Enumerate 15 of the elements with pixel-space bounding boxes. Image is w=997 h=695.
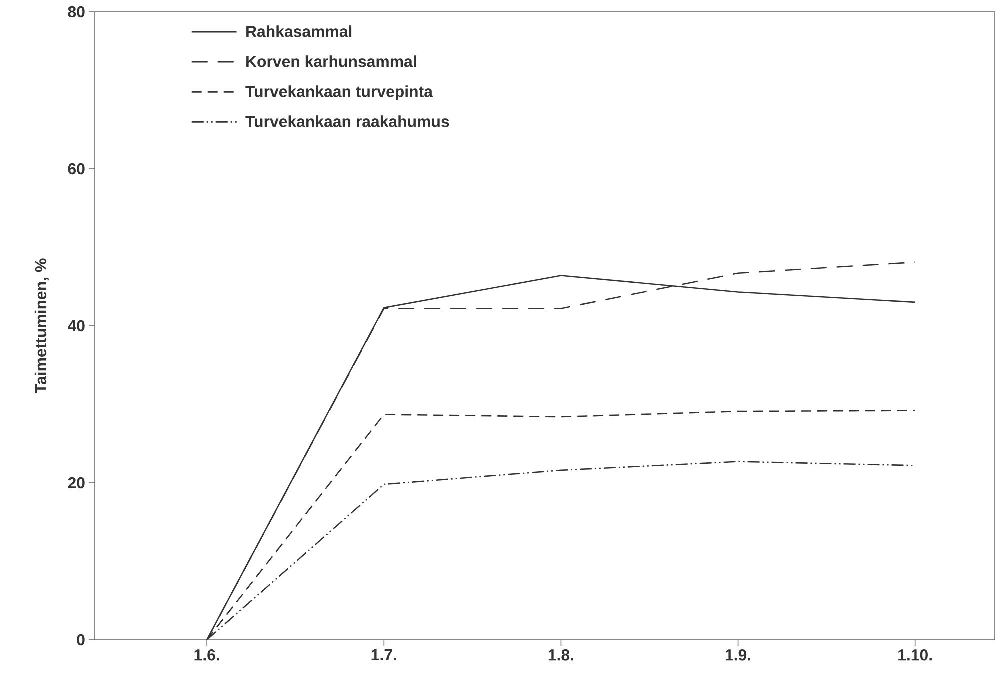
x-tick-label: 1.10.: [898, 650, 932, 661]
y-tick-label: 60: [68, 163, 85, 175]
y-tick-label: 80: [68, 6, 85, 18]
x-tick-label: 1.6.: [194, 650, 220, 661]
y-tick-label: 40: [68, 320, 85, 332]
legend-label: Turvekankaan raakahumus: [246, 116, 450, 128]
legend-label: Korven karhunsammal: [246, 56, 416, 68]
y-axis-title: Taimettuminen, %: [34, 258, 49, 394]
legend-label: Rahkasammal: [246, 26, 352, 38]
y-tick-label: 0: [77, 634, 85, 646]
x-tick-label: 1.8.: [548, 650, 574, 661]
x-tick-label: 1.9.: [726, 650, 750, 661]
x-tick-label: 1.7.: [372, 650, 396, 660]
legend-label: Turvekankaan turvepinta: [246, 86, 434, 101]
y-tick-label: 20: [68, 477, 85, 489]
